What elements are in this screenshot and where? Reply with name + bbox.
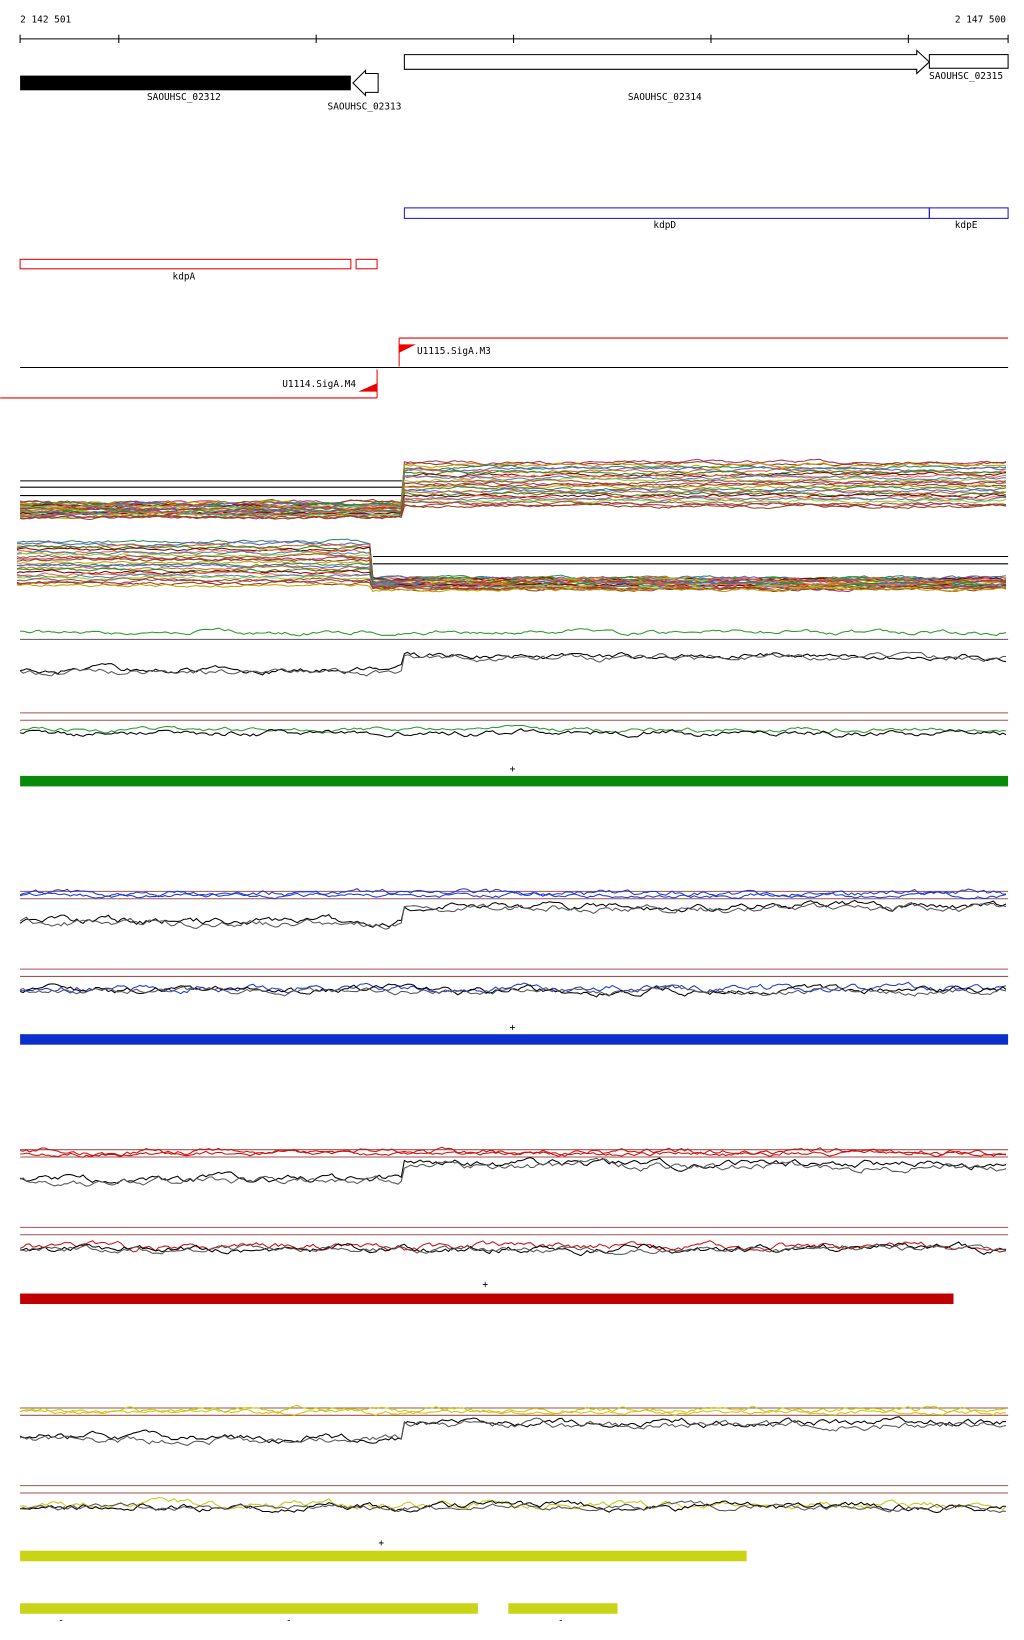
segment-bar bbox=[20, 1293, 954, 1305]
expression-line bbox=[19, 888, 1007, 898]
ruler-end: 2 147 500 bbox=[955, 14, 1006, 25]
segment-bar bbox=[508, 1603, 618, 1614]
expression-line bbox=[20, 1149, 1007, 1158]
expression-line bbox=[19, 1416, 1007, 1444]
expression-line bbox=[19, 651, 1007, 677]
expression-line bbox=[19, 1240, 1007, 1253]
expression-line bbox=[20, 466, 1007, 508]
expression-line bbox=[20, 488, 1007, 516]
expression-line bbox=[20, 627, 1007, 637]
expression-line bbox=[16, 575, 1007, 591]
expression-line bbox=[20, 1243, 1007, 1255]
segment-bar bbox=[20, 1550, 747, 1562]
segment-bar bbox=[20, 1034, 1009, 1045]
gene-label: SAOUHSC_02313 bbox=[328, 102, 402, 113]
tracks: 2 142 501 2 147 500 SAOUHSC_02312 SAOUHS… bbox=[0, 14, 1009, 1627]
gene bbox=[352, 69, 379, 97]
operon-label: kdpE bbox=[955, 220, 978, 231]
expression-line bbox=[19, 984, 1007, 997]
operon-gene bbox=[403, 207, 930, 219]
tu-flag bbox=[399, 344, 416, 353]
operon-gene bbox=[19, 258, 352, 270]
expression-line bbox=[20, 496, 1007, 518]
expression-line bbox=[19, 1157, 1007, 1187]
expression-line bbox=[19, 891, 1007, 900]
expression-line bbox=[16, 581, 1007, 593]
strand-mark: - bbox=[58, 1616, 64, 1627]
strand-mark: + bbox=[378, 1538, 384, 1549]
expression-line bbox=[19, 1499, 1006, 1514]
gene bbox=[403, 49, 931, 75]
expression-line bbox=[20, 480, 1007, 512]
expression-line bbox=[20, 476, 1007, 511]
expression-line bbox=[20, 1500, 1007, 1514]
expression-line bbox=[20, 651, 1007, 676]
gene bbox=[20, 75, 351, 91]
strand-mark: - bbox=[558, 1616, 564, 1627]
expression-line bbox=[20, 1146, 1007, 1158]
expression-line bbox=[19, 724, 1007, 734]
expression-line bbox=[20, 488, 1007, 515]
strand-mark: - bbox=[286, 1616, 292, 1627]
gene-label: SAOUHSC_02314 bbox=[628, 92, 702, 103]
expression-line bbox=[19, 901, 1007, 930]
segment-bar bbox=[20, 1603, 478, 1614]
expression-line bbox=[19, 458, 1007, 505]
expression-line bbox=[19, 1408, 1007, 1416]
tu-flag bbox=[358, 383, 378, 392]
expression-line bbox=[19, 1417, 1007, 1447]
expression-line bbox=[20, 462, 1007, 507]
expression-line bbox=[16, 580, 1007, 593]
operon-gene bbox=[355, 258, 378, 270]
expression-line bbox=[19, 1157, 1007, 1184]
gene-label: SAOUHSC_02312 bbox=[147, 92, 221, 103]
expression-line bbox=[20, 473, 1007, 510]
expression-tracks bbox=[16, 458, 1009, 1514]
segment-bar bbox=[20, 775, 1009, 787]
strand-mark: + bbox=[482, 1280, 488, 1291]
expression-line bbox=[20, 503, 1007, 521]
tu-label: U1115.SigA.M3 bbox=[417, 346, 491, 357]
expression-line bbox=[19, 899, 1007, 928]
expression-line bbox=[19, 1404, 1007, 1416]
ruler-ticks bbox=[19, 34, 1009, 44]
gene bbox=[928, 54, 1009, 69]
gene-label: SAOUHSC_02315 bbox=[929, 71, 1003, 82]
operon-label: kdpD bbox=[653, 220, 676, 231]
ruler-start: 2 142 501 bbox=[20, 14, 71, 25]
tu-label: U1114.SigA.M4 bbox=[282, 379, 356, 390]
strand-mark: + bbox=[510, 1022, 516, 1033]
expression-line bbox=[20, 1496, 1007, 1511]
expression-line bbox=[19, 728, 1007, 738]
strand-mark: + bbox=[510, 764, 516, 775]
operon-label: kdpA bbox=[173, 272, 196, 283]
operon-gene bbox=[928, 207, 1009, 219]
expression-line bbox=[16, 576, 1007, 591]
expression-line bbox=[20, 498, 1007, 520]
